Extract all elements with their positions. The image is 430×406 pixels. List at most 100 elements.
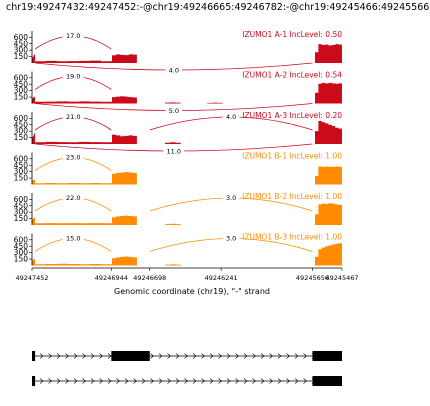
coverage-block (165, 223, 181, 225)
junction-label: 21.0 (66, 113, 80, 121)
x-axis-label: Genomic coordinate (chr19), "-" strand (114, 287, 270, 296)
junction-label: 22.0 (66, 194, 80, 202)
junction-label-bg (165, 66, 183, 75)
strand-arrow (73, 353, 78, 359)
y-tick-label: 600 (14, 154, 29, 163)
sample-label: IZUMO1 B-1 IncLevel: 1.00 (242, 152, 342, 161)
exon (312, 351, 342, 361)
coverage-block (315, 243, 342, 266)
coverage-block (112, 172, 137, 185)
coverage-block (32, 217, 36, 225)
x-axis: 49247452 49246944 49246698 49246241 49245656… (15, 267, 359, 296)
y-tick-label: 450 (14, 201, 29, 210)
y-tick-label: 300 (14, 46, 29, 55)
strand-arrow (277, 378, 282, 384)
junction-label: 17.0 (66, 32, 80, 40)
sample-label: IZUMO1 A-1 IncLevel: 0.50 (242, 30, 342, 39)
strand-arrow (277, 353, 282, 359)
strand-arrow (235, 378, 239, 384)
strand-arrow (107, 378, 112, 384)
strand-arrow (226, 353, 231, 359)
strand-arrow (82, 353, 86, 359)
strand-arrow (286, 353, 290, 359)
coverage-block (315, 44, 342, 63)
strand-arrow (116, 378, 120, 384)
coverage-block (165, 264, 181, 266)
strand-arrow (260, 378, 265, 384)
strand-arrow (184, 353, 188, 359)
junction-label: 4.0 (226, 113, 236, 121)
strand-arrow (167, 353, 171, 359)
junction-label: 3.0 (226, 235, 236, 243)
strand-arrow (150, 378, 154, 384)
strand-arrow (201, 353, 205, 359)
plot-title: chr19:49247432:49247452:-@chr19:49246665… (6, 2, 430, 13)
sample-label: IZUMO1 B-3 IncLevel: 1.00 (242, 233, 342, 242)
y-tick-label: 450 (14, 242, 29, 251)
transcript-1 (32, 351, 342, 361)
junction-label-bg (62, 153, 84, 162)
strand-arrow (269, 353, 273, 359)
strand-arrow (99, 353, 103, 359)
sample-label: IZUMO1 A-3 IncLevel: 0.20 (242, 111, 342, 120)
strand-arrow (39, 353, 44, 359)
strand-arrow (39, 378, 44, 384)
coverage-block (112, 96, 137, 104)
junction-label-bg (222, 234, 240, 243)
y-tick-label: 450 (14, 120, 29, 129)
junction-label-bg (62, 194, 84, 202)
coverage-block (35, 141, 112, 144)
coverage-block (207, 102, 223, 104)
coverage-block (165, 142, 181, 144)
coverage-block (112, 54, 137, 63)
strand-arrow (184, 378, 188, 384)
coverage-block (112, 134, 137, 144)
y-tick-label: 450 (14, 80, 29, 89)
strand-arrow (252, 378, 256, 384)
strand-arrow (167, 378, 171, 384)
strand-arrow (209, 378, 214, 384)
strand-arrow (56, 378, 61, 384)
coverage-block (32, 179, 36, 185)
strand-arrow (158, 353, 163, 359)
y-tick-label: 300 (14, 86, 29, 95)
strand-arrow (192, 353, 197, 359)
sample-label: IZUMO1 A-2 IncLevel: 0.54 (242, 71, 342, 80)
exon (32, 351, 36, 361)
coverage-block (112, 256, 137, 266)
strand-arrow (65, 353, 69, 359)
y-tick-label: 300 (14, 167, 29, 176)
strand-arrow (209, 353, 214, 359)
strand-arrow (90, 378, 95, 384)
y-tick-label: 300 (14, 127, 29, 136)
strand-arrow (218, 353, 222, 359)
strand-arrow (48, 353, 52, 359)
coverage-block (35, 60, 112, 63)
transcript-2 (32, 376, 342, 386)
coverage-block (165, 102, 181, 104)
strand-arrow (294, 353, 299, 359)
x-tick-label: 49247452 (15, 274, 48, 282)
x-tick-label: 49246241 (205, 274, 238, 282)
y-tick-label: 600 (14, 195, 29, 204)
strand-arrow (90, 353, 95, 359)
junction-label: 23.0 (66, 154, 80, 162)
y-tick-label: 150 (14, 214, 29, 223)
x-tick-label: 49245656 (296, 274, 329, 282)
strand-arrow (243, 353, 248, 359)
strand-arrow (107, 353, 112, 359)
sample-label: IZUMO1 B-2 IncLevel: 1.00 (242, 192, 342, 201)
junction-label: 5.0 (169, 107, 179, 115)
strand-arrow (192, 378, 197, 384)
strand-arrow (56, 353, 61, 359)
coverage-block (35, 183, 112, 185)
strand-arrow (218, 378, 222, 384)
x-tick-label: 49246944 (95, 274, 128, 282)
strand-arrow (226, 378, 231, 384)
coverage-block (315, 166, 342, 185)
